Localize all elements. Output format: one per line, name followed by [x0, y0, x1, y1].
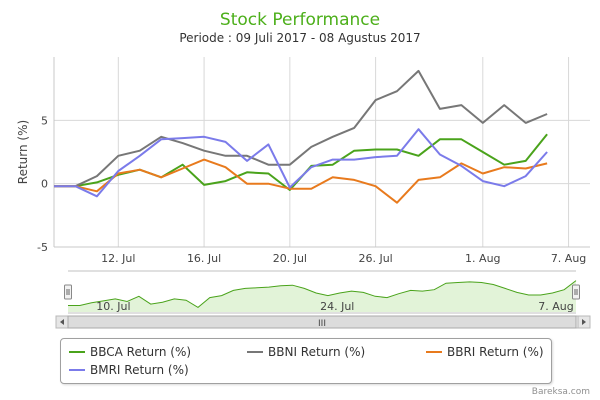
legend-item-bmri[interactable]: BMRI Return (%): [69, 363, 189, 377]
navigator-handle-left[interactable]: [64, 284, 72, 300]
series-line-bbri[interactable]: [54, 158, 548, 204]
legend-item-bbni[interactable]: BBNI Return (%): [247, 345, 365, 359]
credit-text[interactable]: Bareksa.com: [531, 387, 590, 397]
x-tick-label-5: 7. Aug: [551, 252, 586, 265]
legend-swatch-bbca: [69, 351, 85, 353]
legend-label-bmri: BMRI Return (%): [90, 363, 189, 377]
legend-item-bbca[interactable]: BBCA Return (%): [69, 345, 191, 359]
scrollbar-thumb[interactable]: [67, 315, 577, 329]
legend-swatch-bbri: [426, 351, 442, 353]
legend-label-bbri: BBRI Return (%): [447, 345, 544, 359]
scrollbar-left-arrow[interactable]: [55, 315, 69, 329]
y-tick-label-0: -5: [37, 241, 48, 254]
series-line-bbni[interactable]: [54, 69, 548, 188]
navigator-labels: 10. Jul 24. Jul 7. Aug: [96, 300, 573, 313]
x-tick-label-3: 26. Jul: [358, 252, 392, 265]
y-tick-label-1: 0: [41, 178, 48, 191]
navigator-label-2: 7. Aug: [538, 300, 573, 313]
x-tick-label-0: 12. Jul: [101, 252, 135, 265]
legend-item-bbri[interactable]: BBRI Return (%): [426, 345, 544, 359]
y-tick-labels: -5 0 5: [37, 114, 48, 254]
x-tick-label-2: 20. Jul: [273, 252, 307, 265]
chart-legend: BBCA Return (%) BBNI Return (%) BBRI Ret…: [60, 338, 552, 384]
navigator-label-1: 24. Jul: [320, 300, 354, 313]
navigator-area-fill: [68, 280, 576, 312]
chevron-right-icon: [582, 319, 586, 325]
chart-subtitle: Periode : 09 Juli 2017 - 08 Agustus 2017: [179, 31, 420, 45]
y-tick-label-2: 5: [41, 114, 48, 127]
x-tick-label-1: 16. Jul: [187, 252, 221, 265]
x-tick-labels: 12. Jul 16. Jul 20. Jul 26. Jul 1. Aug 7. Aug: [101, 252, 586, 265]
legend-label-bbca: BBCA Return (%): [90, 345, 192, 359]
chevron-left-icon: [60, 319, 64, 325]
scrollbar-grip: III: [318, 319, 326, 329]
legend-label-bbni: BBNI Return (%): [268, 345, 366, 359]
navigator-label-0: 10. Jul: [96, 300, 130, 313]
chart-title: Stock Performance: [220, 10, 380, 30]
legend-swatch-bmri: [69, 369, 85, 371]
series-line-bbca[interactable]: [54, 133, 548, 191]
navigator-series-line: [68, 280, 577, 309]
x-tick-label-4: 1. Aug: [465, 252, 500, 265]
navigator-handle-right[interactable]: [572, 284, 580, 300]
series-line-bmri[interactable]: [54, 128, 548, 198]
y-axis-label: Return (%): [16, 120, 30, 184]
navigator[interactable]: 10. Jul 24. Jul 7. Aug: [64, 270, 580, 314]
scrollbar-right-arrow[interactable]: [577, 315, 591, 329]
series-lines[interactable]: [54, 69, 548, 204]
legend-swatch-bbni: [247, 351, 263, 353]
scrollbar[interactable]: III: [55, 315, 591, 329]
